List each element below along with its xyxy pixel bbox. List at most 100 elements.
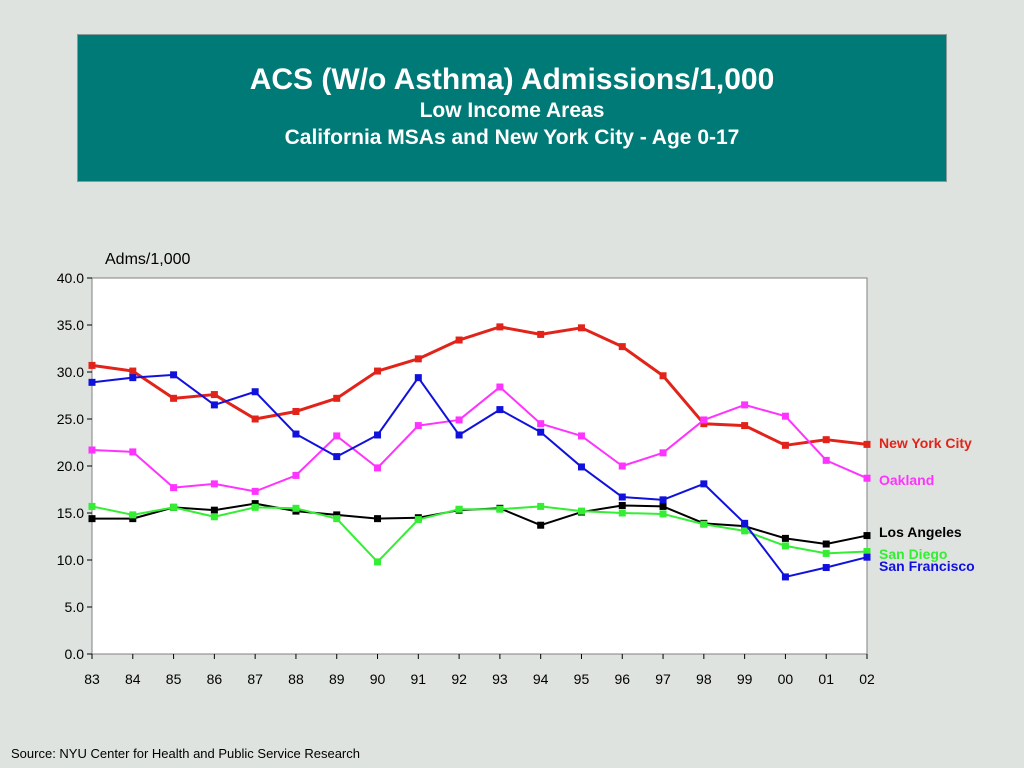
data-point-new-york-city xyxy=(577,324,585,332)
y-tick-label: 0.0 xyxy=(65,646,85,662)
data-point-los-angeles xyxy=(333,511,341,519)
data-point-san-francisco xyxy=(618,493,626,501)
data-point-san-diego xyxy=(170,503,178,511)
data-point-san-diego xyxy=(210,513,218,521)
x-tick-label: 98 xyxy=(696,671,712,687)
data-point-oakland xyxy=(618,462,626,470)
data-point-san-diego xyxy=(374,558,382,566)
y-tick-label: 15.0 xyxy=(57,505,84,521)
data-point-san-diego xyxy=(781,542,789,550)
data-point-san-francisco xyxy=(741,519,749,527)
data-point-san-francisco xyxy=(496,406,504,414)
data-point-oakland xyxy=(333,432,341,440)
x-tick-label: 96 xyxy=(614,671,630,687)
data-point-los-angeles xyxy=(863,532,871,540)
series-line-oakland xyxy=(91,386,868,493)
data-point-san-francisco xyxy=(537,428,545,436)
data-point-san-diego xyxy=(333,515,341,523)
data-point-new-york-city xyxy=(292,407,300,415)
data-point-new-york-city xyxy=(210,391,218,399)
data-point-new-york-city xyxy=(251,415,259,423)
data-point-oakland xyxy=(496,383,504,391)
data-point-oakland xyxy=(414,422,422,430)
data-point-oakland xyxy=(455,416,463,424)
x-tick-label: 85 xyxy=(166,671,182,687)
data-point-san-francisco xyxy=(333,453,341,461)
data-point-new-york-city xyxy=(414,355,422,363)
legend-label-san-diego: San Diego xyxy=(879,546,947,562)
data-point-los-angeles xyxy=(251,500,259,508)
data-point-san-diego xyxy=(414,516,422,524)
data-point-san-diego xyxy=(251,503,259,511)
data-point-oakland xyxy=(88,446,96,454)
data-point-san-diego xyxy=(88,502,96,510)
x-tick-label: 95 xyxy=(574,671,590,687)
data-point-oakland xyxy=(170,484,178,492)
y-tick-label: 40.0 xyxy=(57,270,84,286)
chart-subtitle-income: Low Income Areas xyxy=(419,99,605,122)
legend-label-san-francisco: San Francisco xyxy=(879,558,975,574)
data-point-new-york-city xyxy=(741,422,749,430)
data-point-san-diego xyxy=(618,509,626,517)
data-point-new-york-city xyxy=(170,394,178,402)
data-point-new-york-city xyxy=(781,441,789,449)
data-point-oakland xyxy=(741,401,749,409)
data-point-new-york-city xyxy=(537,330,545,338)
x-tick-label: 01 xyxy=(818,671,834,687)
x-tick-label: 83 xyxy=(84,671,100,687)
data-point-san-francisco xyxy=(781,573,789,581)
data-point-los-angeles xyxy=(618,501,626,509)
legend-label-new-york-city: New York City xyxy=(879,435,972,451)
y-tick-label: 25.0 xyxy=(57,411,84,427)
x-tick-label: 00 xyxy=(778,671,794,687)
x-tick-label: 88 xyxy=(288,671,304,687)
y-tick-label: 30.0 xyxy=(57,364,84,380)
data-point-san-diego xyxy=(455,505,463,513)
data-point-san-diego xyxy=(700,520,708,528)
legend-label-los-angeles: Los Angeles xyxy=(879,524,962,540)
data-point-new-york-city xyxy=(374,367,382,375)
data-point-san-francisco xyxy=(822,564,830,572)
data-point-san-francisco xyxy=(414,374,422,382)
data-point-oakland xyxy=(659,449,667,457)
data-point-new-york-city xyxy=(659,372,667,380)
data-point-new-york-city xyxy=(333,394,341,402)
data-point-oakland xyxy=(863,474,871,482)
data-point-oakland xyxy=(292,471,300,479)
source-note: Source: NYU Center for Health and Public… xyxy=(11,746,360,761)
data-point-san-francisco xyxy=(863,553,871,561)
data-point-los-angeles xyxy=(659,502,667,510)
data-point-new-york-city xyxy=(455,336,463,344)
data-point-san-diego xyxy=(577,507,585,515)
x-tick-label: 90 xyxy=(370,671,386,687)
x-tick-label: 87 xyxy=(247,671,263,687)
data-point-new-york-city xyxy=(618,343,626,351)
data-point-los-angeles xyxy=(822,540,830,548)
data-point-oakland xyxy=(781,412,789,420)
x-tick-label: 99 xyxy=(737,671,753,687)
data-point-san-francisco xyxy=(88,378,96,386)
series-line-san-francisco xyxy=(91,373,868,578)
y-tick-label: 5.0 xyxy=(65,599,85,615)
data-point-san-francisco xyxy=(251,388,259,396)
x-tick-label: 84 xyxy=(125,671,141,687)
x-tick-label: 92 xyxy=(451,671,467,687)
data-point-oakland xyxy=(129,448,137,456)
data-point-san-diego xyxy=(863,548,871,556)
data-point-los-angeles xyxy=(88,515,96,523)
data-point-los-angeles xyxy=(129,515,137,523)
data-point-san-francisco xyxy=(659,496,667,504)
data-point-los-angeles xyxy=(210,506,218,514)
data-point-san-diego xyxy=(537,502,545,510)
y-tick-label: 35.0 xyxy=(57,317,84,333)
x-tick-label: 89 xyxy=(329,671,345,687)
data-point-san-francisco xyxy=(210,401,218,409)
title-banner: ACS (W/o Asthma) Admissions/1,000 Low In… xyxy=(77,34,947,182)
data-point-new-york-city xyxy=(496,323,504,331)
data-point-oakland xyxy=(537,420,545,428)
data-point-san-diego xyxy=(292,504,300,512)
y-tick-label: 20.0 xyxy=(57,458,84,474)
data-point-los-angeles xyxy=(374,515,382,523)
data-point-san-diego xyxy=(496,505,504,513)
data-point-oakland xyxy=(577,432,585,440)
